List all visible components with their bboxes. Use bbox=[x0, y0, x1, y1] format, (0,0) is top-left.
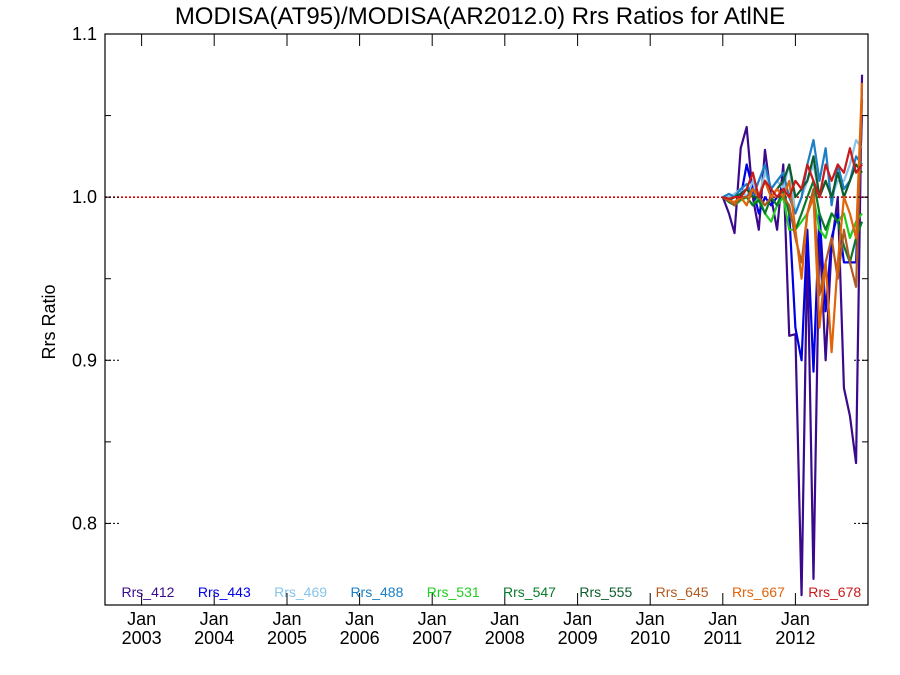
x-tick-label-year: 2003 bbox=[122, 628, 162, 648]
x-tick-label-month: Jan bbox=[708, 609, 737, 629]
legend-entry-Rrs_443: Rrs_443 bbox=[198, 584, 251, 600]
series-line-Rrs_667 bbox=[722, 82, 864, 354]
x-tick-label-year: 2007 bbox=[412, 628, 452, 648]
legend: Rrs_412 Rrs_443 Rrs_469 Rrs_488 Rrs_531 Rrs_5… bbox=[122, 584, 862, 600]
y-tick-label: 0.9 bbox=[72, 350, 97, 370]
y-tick-label: 1.0 bbox=[72, 187, 97, 207]
x-tick-label-month: Jan bbox=[345, 609, 374, 629]
legend-entry-Rrs_547: Rrs_547 bbox=[503, 584, 556, 600]
series-line-Rrs_645 bbox=[722, 99, 864, 297]
x-tick-label-month: Jan bbox=[418, 609, 447, 629]
chart-title: MODISA(AT95)/MODISA(AR2012.0) Rrs Ratios… bbox=[175, 3, 785, 30]
legend-entry-Rrs_667: Rrs_667 bbox=[732, 584, 785, 600]
x-tick-label-year: 2012 bbox=[775, 628, 815, 648]
x-tick-label-month: Jan bbox=[781, 609, 810, 629]
y-axis-label: Rrs Ratio bbox=[39, 284, 59, 359]
y-tick-label: 1.1 bbox=[72, 24, 97, 44]
x-tick-label-year: 2005 bbox=[267, 628, 307, 648]
legend-entry-Rrs_469: Rrs_469 bbox=[274, 584, 327, 600]
x-tick-label-year: 2006 bbox=[340, 628, 380, 648]
legend-entry-Rrs_555: Rrs_555 bbox=[579, 584, 632, 600]
x-tick-label-month: Jan bbox=[127, 609, 156, 629]
x-tick-label-month: Jan bbox=[490, 609, 519, 629]
series-line-Rrs_412 bbox=[721, 74, 864, 597]
ticks-layer: 0.80.91.01.1Jan2003Jan2004Jan2005Jan2006… bbox=[72, 24, 868, 648]
series-line-Rrs_678 bbox=[722, 147, 863, 200]
x-tick-label-year: 2010 bbox=[630, 628, 670, 648]
x-tick-label-month: Jan bbox=[636, 609, 665, 629]
x-tick-label-month: Jan bbox=[272, 609, 301, 629]
legend-entry-Rrs_412: Rrs_412 bbox=[122, 584, 175, 600]
x-tick-label-year: 2011 bbox=[703, 628, 742, 648]
legend-entry-Rrs_488: Rrs_488 bbox=[350, 584, 403, 600]
legend-entry-Rrs_678: Rrs_678 bbox=[808, 584, 861, 600]
plot-frame bbox=[104, 33, 869, 606]
series-layer bbox=[721, 74, 864, 597]
x-tick-label-year: 2004 bbox=[194, 628, 234, 648]
legend-entry-Rrs_645: Rrs_645 bbox=[656, 584, 709, 600]
x-tick-label-month: Jan bbox=[200, 609, 229, 629]
y-tick-label: 0.8 bbox=[72, 513, 97, 533]
x-tick-label-month: Jan bbox=[563, 609, 592, 629]
x-tick-label-year: 2008 bbox=[485, 628, 525, 648]
x-tick-label-year: 2009 bbox=[558, 628, 598, 648]
legend-entry-Rrs_531: Rrs_531 bbox=[427, 584, 480, 600]
